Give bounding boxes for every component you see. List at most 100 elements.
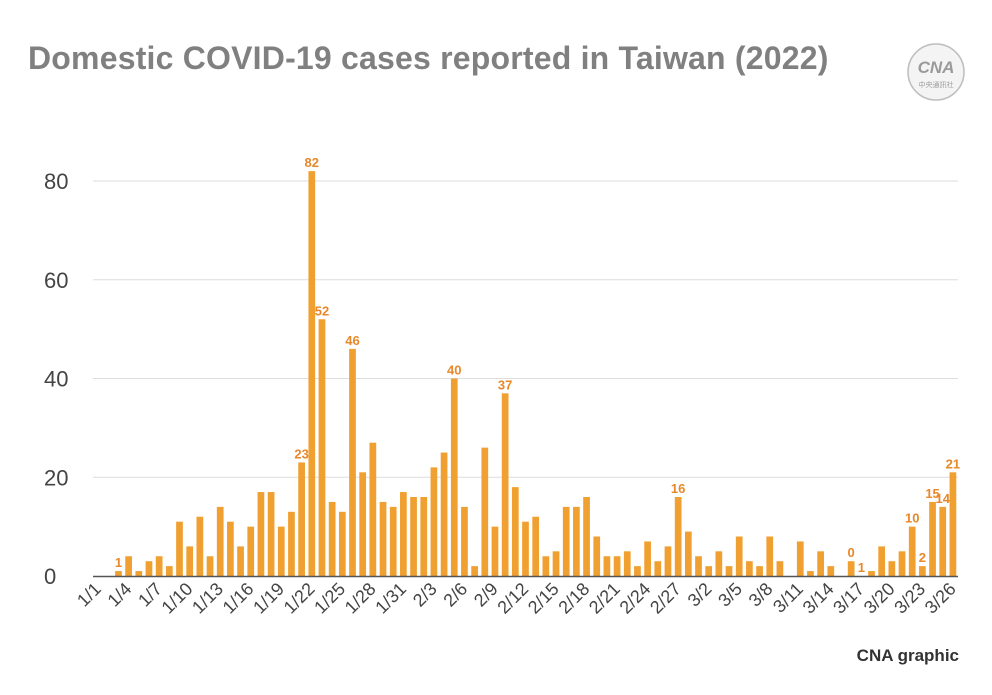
x-tick-label: 3/20 — [860, 579, 899, 618]
bar-1-30 — [389, 506, 397, 577]
x-axis-ticks: 1/11/41/71/101/131/161/191/221/251/281/3… — [73, 579, 960, 618]
x-tick-label: 3/26 — [921, 579, 960, 618]
cna-logo-icon: CNA 中央通訊社 — [907, 43, 965, 101]
bar-3-1 — [695, 556, 702, 576]
bar-1-18 — [267, 492, 275, 576]
bar-1-20 — [288, 511, 295, 576]
bar-2-1 — [410, 497, 417, 576]
x-tick-label: 3/14 — [799, 579, 838, 618]
bar-1-9 — [176, 521, 183, 576]
data-label: 46 — [345, 333, 359, 348]
data-label: 82 — [305, 155, 319, 170]
bar-2-24 — [644, 541, 651, 576]
bar-3-19 — [878, 546, 886, 577]
bar-1-13 — [216, 506, 224, 577]
bar-1-11 — [196, 516, 204, 576]
x-tick-label: 3/2 — [684, 579, 716, 611]
bar-1-31 — [400, 492, 407, 576]
bar-3-11 — [796, 541, 804, 576]
bar-2-18 — [583, 497, 590, 576]
x-tick-label: 3/23 — [890, 579, 929, 618]
x-tick-label: 2/12 — [493, 579, 532, 618]
bar-1-10 — [186, 546, 194, 577]
bar-2-23 — [634, 566, 641, 577]
logo-circle — [907, 43, 965, 101]
bar-2-26 — [664, 546, 672, 577]
bar-1-22 — [308, 171, 316, 576]
bar-1-23 — [318, 319, 326, 576]
bar-1-27 — [359, 472, 367, 576]
bar-1-8 — [165, 566, 173, 577]
bar-2-15 — [552, 551, 560, 576]
data-label: 0 — [848, 545, 855, 560]
bar-1-28 — [369, 442, 377, 576]
source-credit: CNA graphic — [856, 646, 959, 665]
bar-1-19 — [277, 526, 285, 577]
bar-2-14 — [542, 556, 550, 576]
data-label: 21 — [946, 456, 960, 471]
data-label: 14 — [936, 491, 951, 506]
bar-3-9 — [776, 561, 784, 576]
x-tick-label: 1/19 — [249, 579, 288, 618]
bar-3-23 — [919, 566, 926, 577]
bar-3-12 — [807, 571, 814, 576]
bar-3-8 — [766, 536, 774, 576]
bar-3-4 — [725, 566, 733, 577]
bar-1-14 — [227, 521, 234, 576]
bar-1-24 — [328, 501, 336, 576]
data-label: 52 — [315, 303, 329, 318]
data-label: 2 — [919, 550, 926, 565]
x-tick-label: 1/1 — [73, 579, 105, 611]
x-tick-label: 2/15 — [524, 579, 563, 618]
bar-3-18 — [868, 571, 875, 576]
x-tick-label: 1/28 — [341, 579, 380, 618]
bar-3-3 — [715, 551, 723, 576]
bar-3-24 — [929, 501, 936, 576]
bar-1-6 — [145, 561, 153, 576]
logo-subtext: 中央通訊社 — [919, 80, 954, 89]
bar-3-20 — [888, 561, 896, 576]
chart-title: Domestic COVID-19 cases reported in Taiw… — [28, 40, 829, 76]
y-tick-label: 20 — [44, 465, 68, 490]
bar-2-6 — [461, 506, 468, 577]
x-tick-label: 1/13 — [188, 579, 227, 618]
bar-2-11 — [511, 487, 519, 577]
data-label: 1 — [858, 560, 865, 575]
bar-2-4 — [440, 452, 448, 576]
bar-2-13 — [532, 516, 540, 576]
bar-2-8 — [481, 447, 489, 577]
logo-mark: CNA — [918, 58, 955, 77]
bars — [115, 171, 957, 577]
bar-2-12 — [522, 521, 529, 576]
bar-3-16 — [847, 561, 855, 576]
y-tick-label: 0 — [44, 564, 56, 589]
bar-3-26 — [949, 472, 957, 576]
bar-1-15 — [237, 546, 244, 577]
bar-3-14 — [827, 566, 835, 577]
bar-3-5 — [735, 536, 743, 576]
bar-3-6 — [746, 561, 753, 576]
bar-2-5 — [450, 378, 458, 576]
x-tick-label: 1/22 — [280, 579, 319, 618]
x-tick-label: 2/3 — [409, 579, 441, 611]
bar-1-5 — [135, 571, 143, 576]
bar-2-17 — [573, 506, 580, 577]
data-label: 37 — [498, 377, 512, 392]
x-tick-label: 3/11 — [769, 579, 807, 617]
bar-1-21 — [298, 462, 305, 576]
bar-2-19 — [593, 536, 601, 576]
x-tick-label: 1/16 — [219, 579, 258, 618]
data-label: 23 — [294, 446, 308, 461]
data-label: 15 — [925, 486, 939, 501]
bar-2-25 — [654, 561, 662, 576]
bar-2-21 — [613, 556, 621, 576]
x-tick-label: 3/5 — [714, 579, 746, 611]
x-tick-label: 2/21 — [585, 579, 624, 618]
x-tick-label: 1/10 — [158, 579, 197, 618]
y-tick-label: 80 — [44, 169, 68, 194]
bar-2-2 — [420, 497, 428, 576]
gridlines — [93, 180, 958, 478]
y-tick-label: 60 — [44, 268, 68, 293]
